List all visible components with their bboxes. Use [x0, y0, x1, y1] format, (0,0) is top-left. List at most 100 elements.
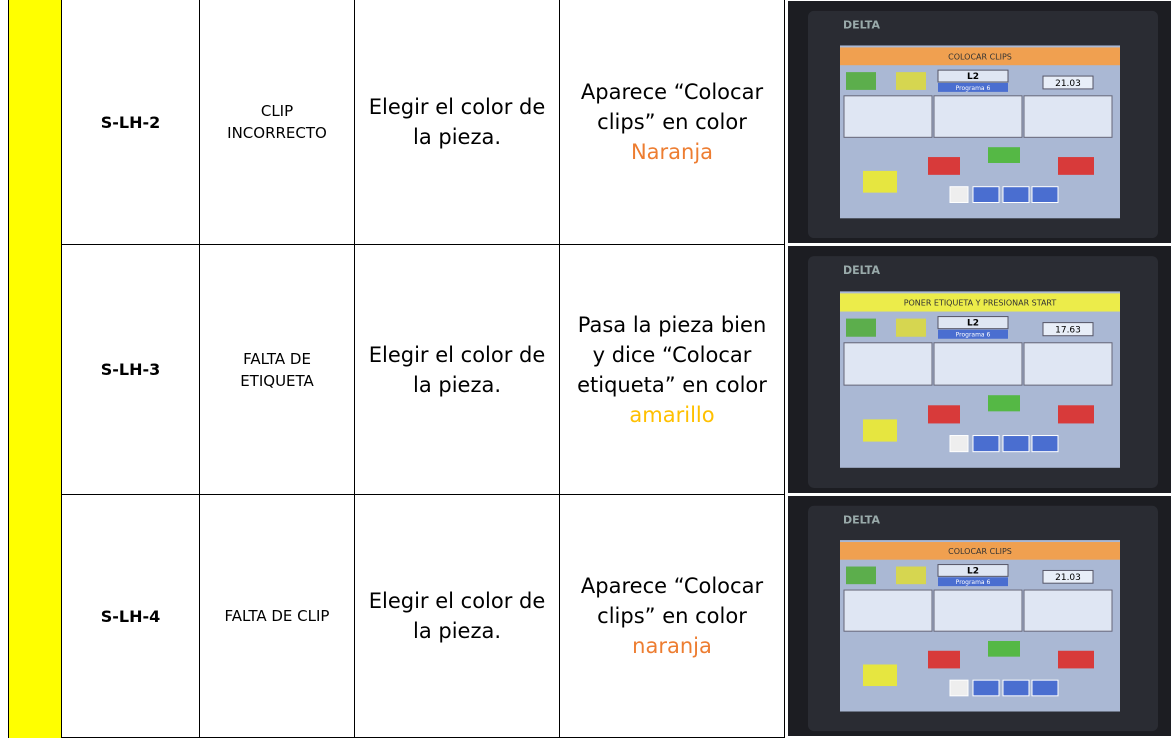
list [933, 95, 1023, 138]
screen-title: COLOCAR CLIPS [948, 52, 1012, 61]
btn-cambiar [863, 664, 897, 687]
program-box [938, 329, 1008, 339]
nav-button [1031, 435, 1059, 453]
screen-title: PONER ETIQUETA Y PRESIONAR START [904, 298, 1057, 307]
line-box [937, 69, 1009, 83]
btn-opad [928, 650, 960, 669]
result-highlight: Naranja [630, 140, 714, 164]
btn-ppad [988, 147, 1020, 163]
list [933, 342, 1023, 386]
header-bar [840, 47, 1120, 66]
line-label: L2 [967, 566, 979, 576]
nav-button [972, 679, 1000, 697]
counter-box [1042, 569, 1094, 584]
action: Elegir el color de la pieza. [354, 244, 560, 495]
brand: DELTA [843, 264, 880, 277]
result-highlight: amarillo [629, 402, 715, 427]
btn-right [1058, 157, 1094, 175]
nav-button [1002, 679, 1030, 697]
result: Pasa la pieza bien y dice “Colocar etiqu… [559, 244, 785, 495]
btn-cambiar [863, 170, 897, 193]
screen-photo-cell: DELTA COLOCAR CLIPS L2 Programa 6 21.03 [784, 494, 1175, 738]
screen-photo-cell: DELTA COLOCAR CLIPS L2 Programa 6 21.03 [784, 0, 1175, 245]
counter-box [1042, 322, 1094, 337]
action: Elegir el color de la pieza. [354, 0, 560, 245]
nav-button [1031, 679, 1059, 697]
action-text: Elegir el color de la pieza. [368, 589, 546, 643]
counter: 21.03 [1055, 79, 1081, 89]
screen-photo: DELTA PONER ETIQUETA Y PRESIONAR START L2 P… [788, 246, 1171, 493]
btn-manual [896, 318, 926, 337]
btn-ppad [988, 640, 1020, 657]
counter: 17.63 [1055, 326, 1081, 336]
line-box [937, 564, 1009, 577]
defect: CLIP INCORRECTO [199, 0, 355, 245]
row-id: S-LH-2 [61, 0, 200, 245]
nav-button [1002, 435, 1030, 453]
screen-photo: DELTA COLOCAR CLIPS L2 Programa 6 21.03 [788, 496, 1171, 736]
nav-button [1031, 186, 1059, 203]
program-box [938, 82, 1008, 92]
screen-photo-cell: DELTA PONER ETIQUETA Y PRESIONAR START L2 P… [784, 244, 1175, 495]
result-text: Aparece “Colocar clips” en color [580, 80, 764, 134]
nav-button [949, 679, 969, 697]
nav-button [949, 186, 969, 203]
line-box [937, 316, 1009, 330]
result: Aparece “Colocar clips” en color naranja [559, 494, 785, 738]
result-text: Pasa la pieza bien y dice “Colocar etiqu… [577, 312, 767, 397]
list [1023, 342, 1113, 386]
row-id: S-LH-4 [61, 494, 200, 738]
btn-ppad [988, 395, 1020, 412]
action-text: Elegir el color de la pieza. [368, 95, 546, 149]
header-bar [840, 542, 1120, 560]
program-label: Programa 6 [956, 332, 991, 339]
brand: DELTA [843, 19, 881, 32]
line-label: L2 [967, 319, 979, 329]
result-text: Aparece “Colocar clips” en color [580, 574, 764, 628]
defect: FALTA DE CLIP [199, 494, 355, 738]
btn-auto [846, 566, 876, 585]
action: Elegir el color de la pieza. [354, 494, 560, 738]
defect: FALTA DE ETIQUETA [199, 244, 355, 495]
defect-text: FALTA DE ETIQUETA [240, 349, 314, 390]
counter-box [1042, 75, 1094, 90]
list [933, 589, 1023, 632]
nav-button [972, 186, 1000, 203]
nav-button [949, 435, 969, 453]
screen-title: COLOCAR CLIPS [948, 547, 1012, 556]
nav-button [972, 435, 1000, 453]
btn-manual [896, 72, 926, 90]
btn-opad [928, 157, 960, 175]
action-text: Elegir el color de la pieza. [368, 342, 546, 397]
header-bar [840, 293, 1120, 312]
defect-text: CLIP INCORRECTO [227, 102, 327, 142]
defect-text: FALTA DE CLIP [224, 607, 330, 625]
btn-auto [846, 72, 876, 90]
result-highlight: naranja [632, 634, 712, 658]
row-id: S-LH-3 [61, 244, 200, 495]
side-bar [8, 0, 62, 738]
list [843, 95, 933, 138]
program-label: Programa 6 [956, 579, 991, 586]
btn-right [1058, 405, 1094, 424]
btn-opad [928, 405, 960, 424]
result: Aparece “Colocar clips” en color Naranja [559, 0, 785, 245]
btn-manual [896, 566, 926, 585]
brand: DELTA [843, 514, 881, 527]
list [1023, 95, 1113, 138]
btn-auto [846, 318, 876, 337]
row-id-text: S-LH-2 [100, 112, 161, 132]
program-box [938, 577, 1008, 587]
btn-cambiar [863, 419, 897, 442]
list [843, 342, 933, 386]
row-id-text: S-LH-3 [100, 360, 161, 379]
btn-right [1058, 650, 1094, 669]
nav-button [1002, 186, 1030, 203]
screen-photo: DELTA COLOCAR CLIPS L2 Programa 6 21.03 [788, 1, 1171, 243]
list [1023, 589, 1113, 632]
line-label: L2 [967, 72, 979, 82]
program-label: Programa 6 [956, 85, 991, 92]
list [843, 589, 933, 632]
counter: 21.03 [1055, 573, 1081, 583]
